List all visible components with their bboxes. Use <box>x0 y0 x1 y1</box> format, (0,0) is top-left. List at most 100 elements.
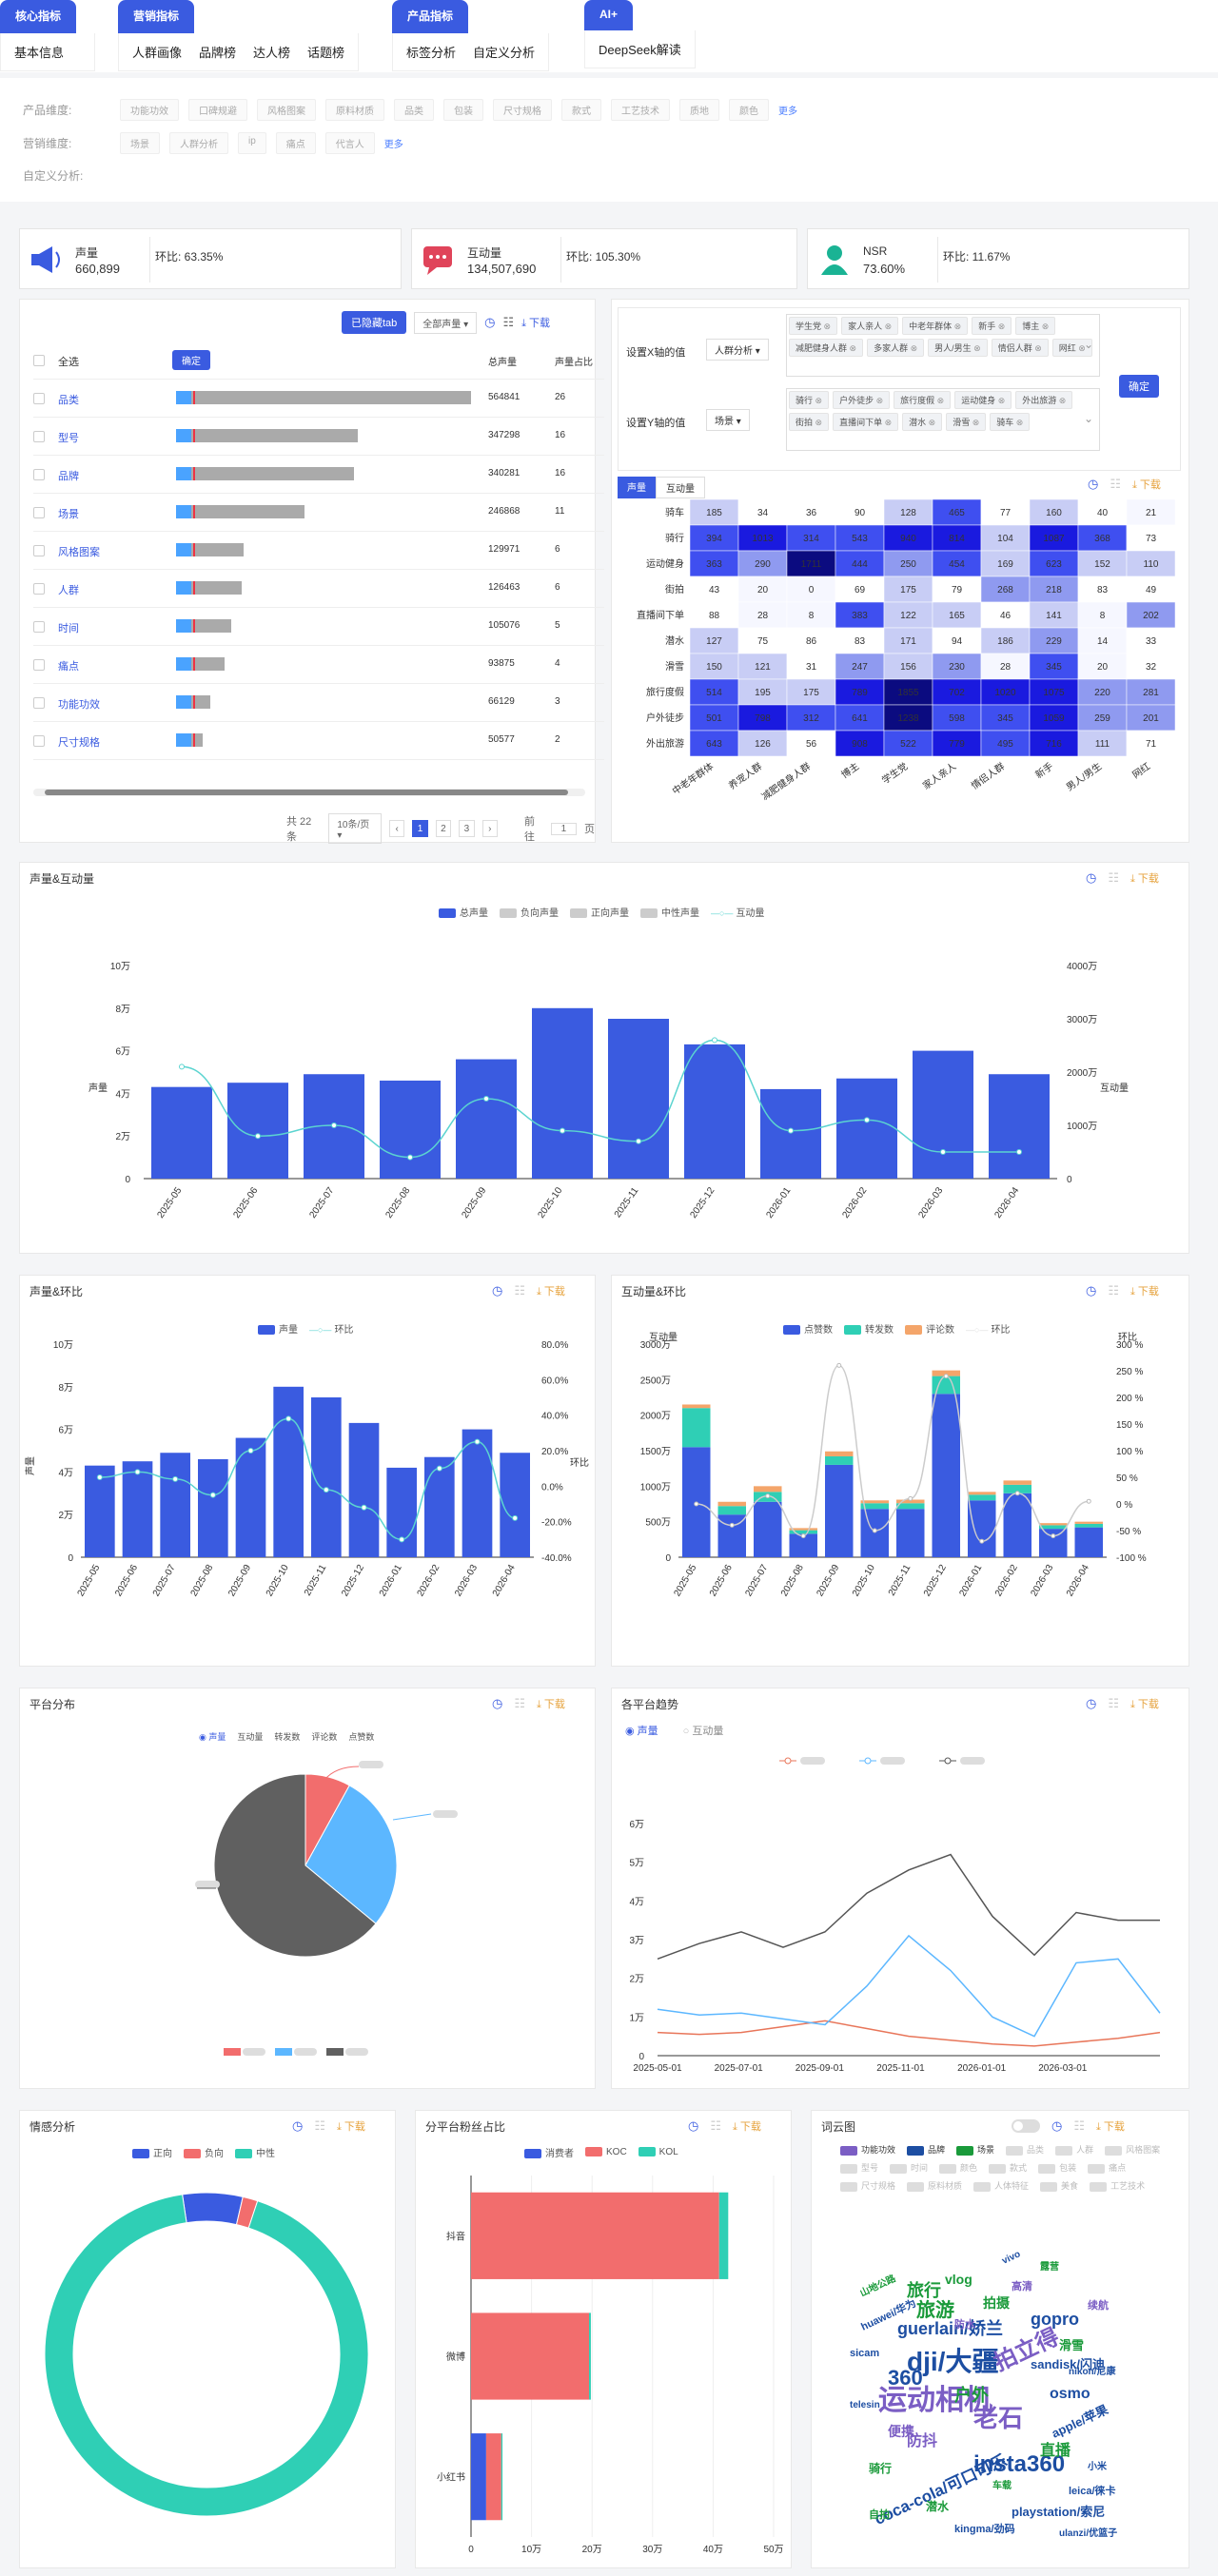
heatmap-cell[interactable] <box>1029 653 1079 680</box>
nav-item-basic-info[interactable]: 基本信息 <box>14 46 65 60</box>
heatmap-cell[interactable] <box>835 550 885 577</box>
heatmap-cell[interactable] <box>689 653 739 680</box>
bar[interactable] <box>85 1465 115 1557</box>
filter-chip[interactable]: 原料材质 <box>325 99 384 121</box>
legend-item[interactable]: —○— 环比 <box>309 1321 353 1336</box>
wordcloud-word[interactable]: 续航 <box>1088 2300 1109 2312</box>
pie-slice[interactable] <box>304 1785 398 1924</box>
wordcloud-legend-item[interactable]: 颜色 <box>939 2161 977 2174</box>
close-icon[interactable]: ⊗ <box>1075 343 1086 353</box>
row-checkbox[interactable] <box>33 697 45 709</box>
wordcloud-word[interactable]: 老石 <box>973 2404 1024 2432</box>
heatmap-cell[interactable] <box>737 601 788 629</box>
heatmap-cell[interactable] <box>932 627 982 654</box>
line-point[interactable] <box>436 1465 442 1472</box>
heatmap-cell[interactable] <box>1029 678 1079 706</box>
stacked-bar-segment[interactable] <box>1039 1525 1068 1530</box>
heatmap-cell[interactable] <box>980 627 1031 654</box>
heatmap-cell[interactable] <box>689 499 739 526</box>
legend-item[interactable]: 评论数 <box>905 1321 954 1336</box>
axis-tag[interactable]: 博主 ⊗ <box>1015 317 1056 335</box>
heatmap-cell[interactable] <box>786 524 836 552</box>
wordcloud-word[interactable]: 车载 <box>992 2481 1012 2491</box>
wordcloud-legend-item[interactable]: 工艺技术 <box>1090 2179 1145 2192</box>
heatmap-cell[interactable] <box>1126 678 1176 706</box>
table-view-icon[interactable]: ☷ <box>1108 1696 1119 1710</box>
heatmap-cell[interactable] <box>932 550 982 577</box>
legend-item[interactable]: 正向 <box>132 2145 172 2159</box>
nav-item-kol-rank[interactable]: 达人榜 <box>253 46 291 60</box>
wordcloud-word[interactable]: guerlain/娇兰 <box>897 2319 1004 2338</box>
line-point[interactable] <box>255 1133 261 1140</box>
close-icon[interactable]: ⊗ <box>1039 322 1050 331</box>
stacked-bar-segment[interactable] <box>754 1501 782 1557</box>
heatmap-cell[interactable] <box>1029 499 1079 526</box>
filter-chip[interactable]: 人群分析 <box>169 132 228 154</box>
wordcloud-word[interactable]: 防水 <box>954 2319 975 2331</box>
wordcloud-word[interactable]: 便携 <box>888 2424 914 2439</box>
metric-radio[interactable]: 点赞数 <box>348 1730 374 1743</box>
stacked-bar-segment[interactable] <box>825 1464 854 1557</box>
clock-icon[interactable]: ◷ <box>1051 2118 1063 2133</box>
line-point[interactable] <box>943 1374 949 1379</box>
legend-item[interactable]: 负向声量 <box>500 905 559 919</box>
bar[interactable] <box>989 1074 1050 1179</box>
heatmap-cell[interactable] <box>689 627 739 654</box>
row-checkbox[interactable] <box>33 583 45 595</box>
heatmap-cell[interactable] <box>835 499 885 526</box>
row-name[interactable]: 时间 <box>58 623 79 634</box>
metric-radio[interactable]: 评论数 <box>311 1730 337 1743</box>
x-axis-select[interactable]: 人群分析 ▾ <box>706 339 769 361</box>
filter-chip[interactable]: 颜色 <box>729 99 769 121</box>
axis-tag[interactable]: 滑雪 ⊗ <box>946 413 987 431</box>
download-button[interactable]: ⤓ 下载 <box>1096 2121 1125 2133</box>
heatmap-cell[interactable] <box>883 499 933 526</box>
heatmap-cell[interactable] <box>883 653 933 680</box>
heatmap-cell[interactable] <box>737 730 788 757</box>
row-checkbox[interactable] <box>33 393 45 404</box>
wordcloud-word[interactable]: 潜水 <box>926 2500 950 2513</box>
wordcloud-word[interactable]: 旅游 <box>916 2300 954 2321</box>
wordcloud-legend-item[interactable]: 风格图案 <box>1105 2143 1160 2156</box>
stacked-bar-segment[interactable] <box>1039 1523 1068 1526</box>
nav-item-tag-analysis[interactable]: 标签分析 <box>406 46 457 60</box>
wordcloud-word[interactable]: coca-cola/可口可乐 <box>872 2450 1011 2529</box>
wordcloud-legend-item[interactable]: 痛点 <box>1088 2161 1126 2174</box>
heatmap-cell[interactable] <box>786 627 836 654</box>
heatmap-cell[interactable] <box>786 576 836 603</box>
close-icon[interactable]: ⊗ <box>952 322 962 331</box>
wordcloud-word[interactable]: 运动相机 <box>878 2385 992 2416</box>
line-point[interactable] <box>765 1493 771 1499</box>
heatmap-cell[interactable] <box>883 678 933 706</box>
wordcloud-word[interactable]: playstation/索尼 <box>1012 2505 1106 2519</box>
filter-chip[interactable]: 场景 <box>120 132 160 154</box>
stacked-bar-segment[interactable] <box>1003 1484 1032 1493</box>
line-point[interactable] <box>864 1117 870 1123</box>
volume-select[interactable]: 全部声量 ▾ <box>414 311 478 334</box>
filter-chip[interactable]: 工艺技术 <box>611 99 670 121</box>
heatmap-cell[interactable] <box>883 627 933 654</box>
download-button[interactable]: ⤓ 下载 <box>1130 873 1159 885</box>
wordcloud-legend-item[interactable]: 人群 <box>1055 2143 1093 2156</box>
nav-item-topic-rank[interactable]: 话题榜 <box>307 46 345 60</box>
prev-page-button[interactable]: ‹ <box>388 820 405 837</box>
heatmap-cell[interactable] <box>689 678 739 706</box>
line-point[interactable] <box>940 1149 946 1155</box>
pie-slice[interactable] <box>213 1773 377 1958</box>
close-icon[interactable]: ⊗ <box>971 343 981 353</box>
chevron-down-icon[interactable]: ⌄ <box>1083 412 1093 425</box>
tab-volume[interactable]: 声量 <box>618 477 656 498</box>
heatmap-cell[interactable] <box>883 601 933 629</box>
row-name[interactable]: 品牌 <box>58 471 79 482</box>
bar[interactable] <box>456 1059 517 1179</box>
nav-item-brand-rank[interactable]: 品牌榜 <box>199 46 237 60</box>
bar[interactable] <box>684 1044 745 1179</box>
goto-input[interactable]: 1 <box>550 822 577 835</box>
line-point[interactable] <box>560 1127 565 1134</box>
wordcloud-word[interactable]: 防抖 <box>907 2433 938 2449</box>
heatmap-cell[interactable] <box>1077 627 1128 654</box>
wordcloud-legend-item[interactable]: 人体特征 <box>973 2179 1029 2192</box>
axis-confirm-button[interactable]: 确定 <box>1119 375 1159 398</box>
wordcloud-legend-item[interactable]: 品类 <box>1006 2143 1044 2156</box>
close-icon[interactable]: ⊗ <box>926 418 936 427</box>
